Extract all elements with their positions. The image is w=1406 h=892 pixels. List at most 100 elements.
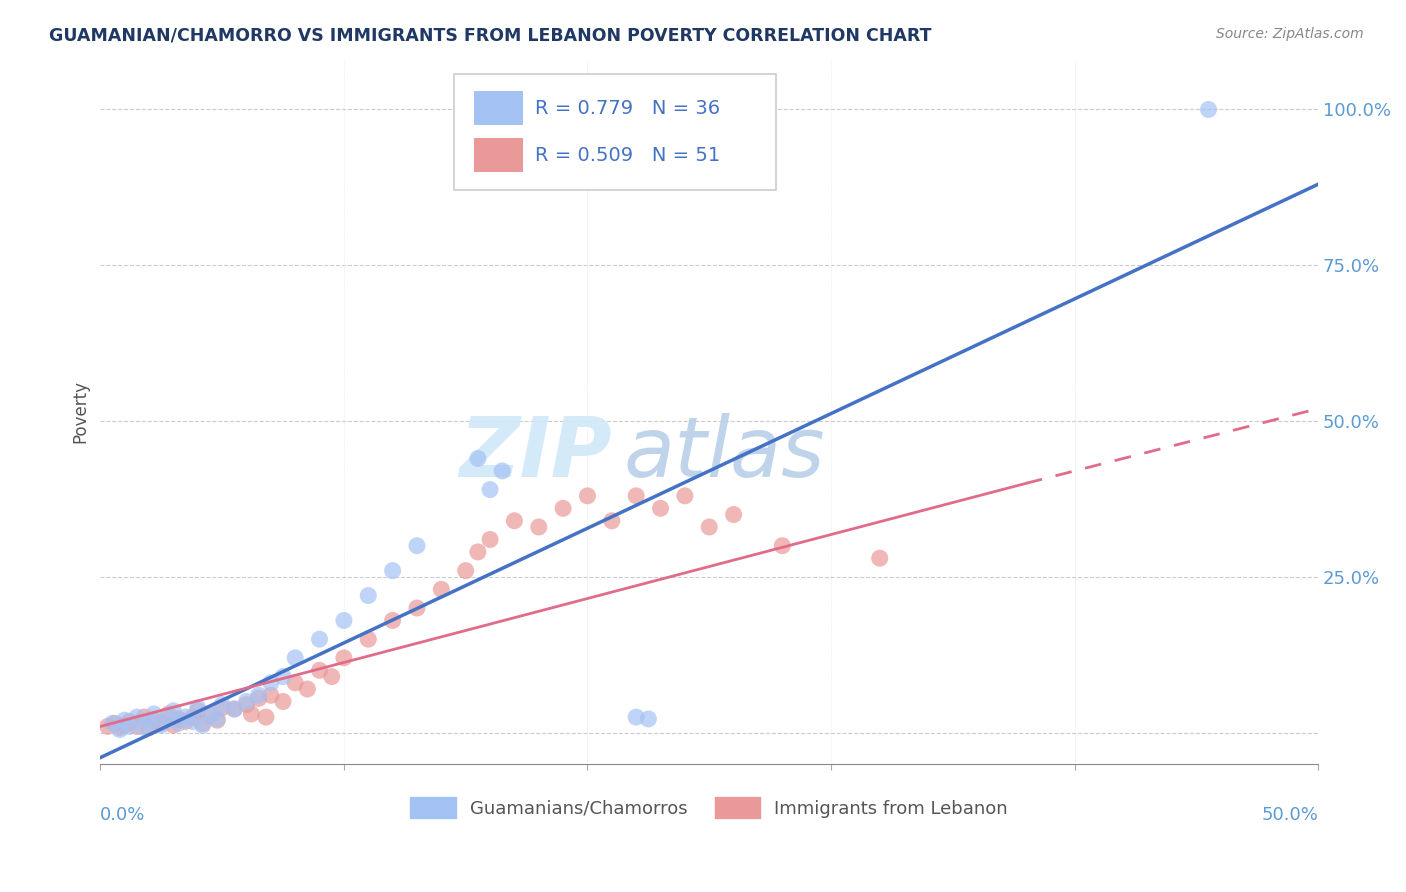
- FancyBboxPatch shape: [454, 74, 776, 190]
- Point: [181, 710, 204, 724]
- Point: [134, 710, 156, 724]
- Point: [191, 716, 214, 731]
- Point: [321, 669, 343, 683]
- Point: [284, 675, 307, 690]
- Text: atlas: atlas: [624, 414, 825, 494]
- Point: [101, 716, 124, 731]
- Point: [723, 508, 745, 522]
- Legend: Guamanians/Chamorros, Immigrants from Lebanon: Guamanians/Chamorros, Immigrants from Le…: [404, 790, 1015, 825]
- Point: [406, 539, 429, 553]
- Point: [157, 706, 180, 721]
- Point: [211, 698, 233, 712]
- Point: [138, 721, 160, 735]
- Text: GUAMANIAN/CHAMORRO VS IMMIGRANTS FROM LEBANON POVERTY CORRELATION CHART: GUAMANIAN/CHAMORRO VS IMMIGRANTS FROM LE…: [49, 27, 932, 45]
- Text: 0.0%: 0.0%: [100, 806, 146, 824]
- Point: [114, 713, 136, 727]
- Point: [235, 698, 257, 712]
- Text: 50.0%: 50.0%: [1261, 806, 1319, 824]
- Point: [104, 716, 127, 731]
- Point: [308, 632, 330, 647]
- Point: [247, 688, 270, 702]
- Point: [357, 632, 380, 647]
- Point: [114, 718, 136, 732]
- Point: [207, 712, 229, 726]
- Point: [191, 718, 214, 732]
- Point: [479, 483, 502, 497]
- FancyBboxPatch shape: [474, 91, 523, 125]
- Text: ZIP: ZIP: [460, 414, 612, 494]
- Point: [297, 681, 319, 696]
- Point: [406, 601, 429, 615]
- Text: R = 0.509   N = 51: R = 0.509 N = 51: [536, 146, 720, 165]
- Point: [624, 489, 647, 503]
- Point: [150, 716, 173, 731]
- Point: [142, 713, 165, 727]
- Point: [174, 714, 197, 729]
- Point: [97, 719, 120, 733]
- Point: [240, 706, 263, 721]
- Point: [308, 664, 330, 678]
- Point: [430, 582, 453, 597]
- Point: [198, 706, 221, 721]
- Point: [181, 714, 204, 729]
- Point: [637, 712, 659, 726]
- Point: [770, 539, 793, 553]
- Point: [467, 545, 489, 559]
- Point: [479, 533, 502, 547]
- Point: [333, 651, 356, 665]
- Point: [211, 700, 233, 714]
- Point: [260, 688, 283, 702]
- Point: [576, 489, 599, 503]
- Point: [527, 520, 550, 534]
- Point: [491, 464, 513, 478]
- Point: [187, 700, 209, 714]
- Point: [357, 589, 380, 603]
- Y-axis label: Poverty: Poverty: [72, 380, 89, 443]
- Point: [260, 675, 283, 690]
- Point: [254, 710, 277, 724]
- Point: [150, 718, 173, 732]
- Point: [271, 669, 294, 683]
- Point: [198, 708, 221, 723]
- Point: [224, 702, 246, 716]
- Point: [503, 514, 526, 528]
- Point: [235, 694, 257, 708]
- Point: [187, 704, 209, 718]
- Point: [869, 551, 891, 566]
- Point: [167, 712, 190, 726]
- Point: [167, 716, 190, 731]
- Point: [162, 718, 184, 732]
- Point: [697, 520, 720, 534]
- Point: [381, 564, 404, 578]
- Text: R = 0.779   N = 36: R = 0.779 N = 36: [536, 99, 720, 118]
- Point: [142, 706, 165, 721]
- Point: [333, 614, 356, 628]
- Point: [467, 451, 489, 466]
- Point: [138, 714, 160, 729]
- Point: [624, 710, 647, 724]
- Point: [673, 489, 696, 503]
- Point: [118, 719, 141, 733]
- Point: [247, 691, 270, 706]
- Point: [650, 501, 672, 516]
- Point: [108, 721, 131, 735]
- Point: [118, 714, 141, 729]
- Point: [134, 721, 156, 735]
- Text: Source: ZipAtlas.com: Source: ZipAtlas.com: [1216, 27, 1364, 41]
- Point: [224, 702, 246, 716]
- FancyBboxPatch shape: [474, 138, 523, 172]
- Point: [284, 651, 307, 665]
- Point: [108, 723, 131, 737]
- Point: [381, 614, 404, 628]
- Point: [207, 713, 229, 727]
- Point: [174, 710, 197, 724]
- Point: [271, 694, 294, 708]
- Point: [157, 712, 180, 726]
- Point: [553, 501, 575, 516]
- Point: [162, 704, 184, 718]
- Point: [125, 719, 148, 733]
- Point: [125, 710, 148, 724]
- Point: [454, 564, 477, 578]
- Point: [1198, 103, 1220, 117]
- Point: [600, 514, 623, 528]
